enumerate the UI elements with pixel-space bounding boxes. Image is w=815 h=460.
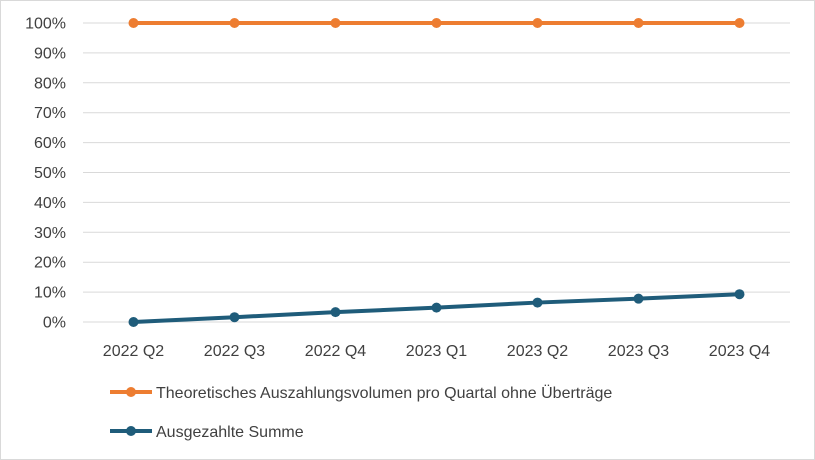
x-tick-label: 2023 Q1 — [406, 343, 467, 360]
legend-swatch-marker — [126, 387, 136, 397]
y-tick-label: 30% — [34, 225, 66, 242]
y-tick-label: 80% — [34, 75, 66, 92]
legend-swatch-marker — [126, 426, 136, 436]
data-point — [734, 18, 745, 28]
data-point — [532, 18, 543, 28]
y-tick-label: 40% — [34, 195, 66, 212]
y-axis-ticks: 0% 10% 20% 30% 40% 50% 60% 70% 80% 90% 100% — [25, 16, 66, 332]
legend: Theoretisches Auszahlungsvolumen pro Qua… — [110, 384, 612, 441]
data-point — [734, 289, 745, 300]
x-tick-label: 2022 Q3 — [204, 343, 265, 360]
x-tick-label: 2023 Q2 — [507, 343, 568, 360]
y-tick-label: 20% — [34, 255, 66, 272]
y-tick-label: 10% — [34, 285, 66, 302]
data-point — [431, 18, 442, 28]
data-point — [330, 307, 341, 318]
legend-label: Theoretisches Auszahlungsvolumen pro Qua… — [156, 384, 612, 402]
y-tick-label: 60% — [34, 135, 66, 152]
x-axis-ticks: 2022 Q2 2022 Q3 2022 Q4 2023 Q1 2023 Q2 2023 … — [103, 343, 770, 360]
y-tick-label: 50% — [34, 165, 66, 182]
data-point — [128, 317, 139, 327]
y-tick-label: 100% — [25, 16, 66, 33]
x-tick-label: 2023 Q3 — [608, 343, 669, 360]
gridlines — [83, 22, 790, 323]
x-tick-label: 2023 Q4 — [709, 343, 770, 360]
y-tick-label: 70% — [34, 105, 66, 122]
x-tick-label: 2022 Q2 — [103, 343, 164, 360]
data-point — [229, 18, 240, 28]
y-tick-label: 0% — [43, 315, 66, 332]
y-tick-label: 90% — [34, 45, 66, 62]
data-point — [128, 18, 139, 28]
data-point — [633, 293, 644, 304]
legend-label: Ausgezahlte Summe — [156, 424, 304, 441]
data-point — [330, 18, 341, 28]
data-point — [633, 18, 644, 28]
data-point — [229, 312, 240, 323]
x-tick-label: 2022 Q4 — [305, 343, 366, 360]
data-point — [431, 302, 442, 313]
series-lines — [128, 18, 745, 327]
data-point — [532, 297, 543, 308]
